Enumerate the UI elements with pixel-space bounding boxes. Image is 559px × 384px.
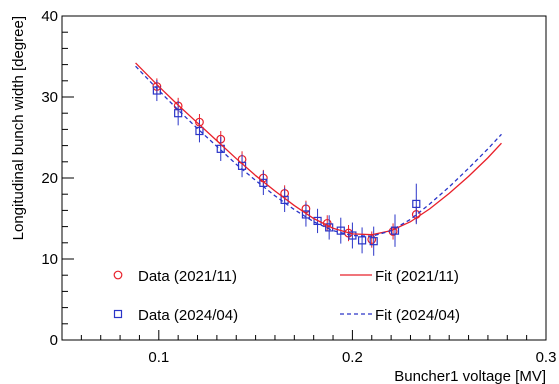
legend-circle-marker bbox=[113, 270, 123, 280]
y-tick-label: 0 bbox=[50, 332, 58, 349]
data-point-2024 bbox=[369, 237, 378, 246]
data-point-2024 bbox=[357, 236, 367, 245]
data-point-2024 bbox=[336, 226, 345, 235]
legend: Data (2021/11) Data (2024/04) Fit (2021/11… bbox=[113, 268, 460, 324]
y-tick-label: 40 bbox=[41, 8, 58, 25]
x-tick-label: 0.2 bbox=[342, 349, 363, 366]
data-point-2024 bbox=[412, 199, 421, 209]
legend-square-marker bbox=[113, 309, 123, 319]
data-point-2024 bbox=[301, 210, 311, 219]
y-tick-label: 20 bbox=[41, 170, 58, 187]
legend-label: Data (2021/11) bbox=[138, 268, 237, 285]
x-tick-label: 0.3 bbox=[536, 349, 557, 366]
y-axis-title: Longitudinal bunch width [degree] bbox=[10, 16, 27, 240]
x-axis-title: Buncher1 voltage [MV] bbox=[394, 368, 546, 384]
fit-curve-2024 bbox=[135, 65, 502, 237]
data-point-2024 bbox=[216, 144, 225, 153]
legend-label: Fit (2021/11) bbox=[375, 268, 459, 285]
y-tick-label: 30 bbox=[41, 89, 58, 106]
legend-label: Fit (2024/04) bbox=[375, 307, 460, 324]
plot-area bbox=[135, 62, 502, 256]
legend-label: Data (2024/04) bbox=[138, 307, 238, 324]
data-point-2024 bbox=[152, 86, 161, 95]
data-point-2024 bbox=[195, 126, 204, 136]
fit-curve-2021 bbox=[135, 62, 502, 236]
axes: 0.1 0.2 0.3 0 10 20 30 40 bbox=[41, 8, 556, 366]
data-point-2024 bbox=[313, 216, 322, 226]
x-tick-label: 0.1 bbox=[148, 349, 169, 366]
y-tick-label: 10 bbox=[41, 251, 58, 268]
